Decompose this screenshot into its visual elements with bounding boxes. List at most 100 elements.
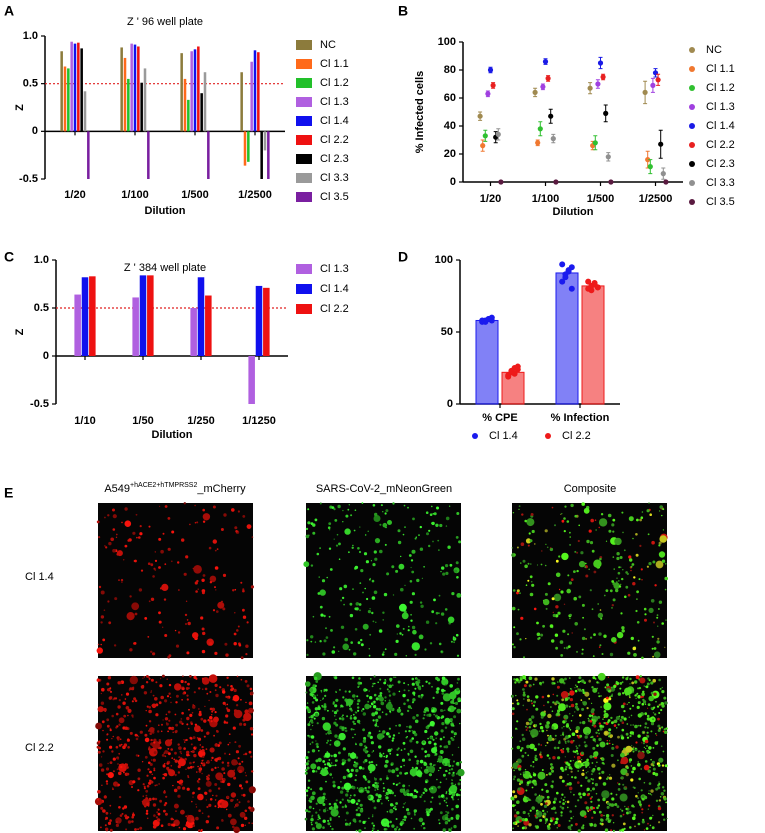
cell [614,803,618,806]
cell [562,802,565,805]
cell [403,803,405,805]
cell [382,651,385,654]
cell [421,747,424,751]
cell [149,732,152,735]
cell [653,651,661,658]
cell [616,552,620,556]
cell [323,639,327,643]
cell [567,763,571,767]
cell [400,821,403,824]
cell [577,759,579,761]
cell [455,793,459,797]
cell [231,759,238,766]
cell [642,742,645,745]
cell [544,783,548,787]
cell [627,752,629,755]
cell [639,544,642,547]
cell [592,687,598,693]
cell [650,722,655,726]
cell [398,706,401,709]
cell [569,760,572,762]
cell [585,772,588,774]
cell [227,743,230,746]
cell [554,524,556,527]
cell [663,818,666,821]
cell [600,757,602,760]
cell [319,547,321,549]
cell [543,704,545,707]
cell [647,533,650,536]
cell [445,778,448,780]
cell [423,761,427,765]
cell [142,783,145,786]
cell [620,612,623,615]
cell [251,536,254,538]
cell [164,563,167,566]
cell [321,579,326,583]
cell [578,688,582,692]
cell [617,782,619,784]
cell [646,565,649,568]
cell [384,764,388,768]
cell [309,811,311,813]
cell [100,826,102,829]
cell [437,757,444,763]
data-point [482,133,488,139]
cell [648,679,651,682]
cell [350,728,353,731]
cell [402,693,406,698]
cell [317,818,319,821]
cell [212,794,214,797]
cell [315,740,317,742]
cell [368,690,370,692]
cell [403,818,407,822]
cell [540,633,544,637]
cell [561,552,569,561]
cell [318,750,320,752]
cell [206,731,210,735]
cell [455,536,459,539]
cell [314,712,319,717]
cell [364,703,371,710]
cell [643,685,646,687]
cell [359,742,363,747]
cell [197,781,200,784]
cell [525,729,528,731]
cell [633,805,635,808]
cell [169,696,172,699]
cell [375,707,379,711]
cell [551,506,554,509]
cell [332,784,336,788]
x-tick-label: 1/50 [132,415,153,427]
cell [236,799,239,801]
cell [531,583,535,587]
cell [117,818,119,820]
cell [643,764,650,771]
cell [209,575,217,583]
cell [95,722,102,730]
cell [97,643,100,646]
cell [406,808,410,812]
cell [582,720,586,725]
cell [634,724,638,729]
cell [144,733,148,737]
cell [636,598,638,600]
cell [529,809,532,812]
y-tick-label: -0.5 [30,398,49,410]
cell [327,819,330,822]
cell [306,653,309,656]
cell [150,650,153,653]
cell [575,702,578,706]
cell [622,813,625,816]
cell [143,691,148,695]
cell [117,757,119,760]
cell [581,707,585,711]
cell [336,533,339,536]
bar [120,47,123,132]
cell [187,727,190,730]
bar [203,72,207,132]
cell [555,817,559,821]
bar [123,57,127,132]
cell [372,783,376,787]
cell [164,812,168,816]
